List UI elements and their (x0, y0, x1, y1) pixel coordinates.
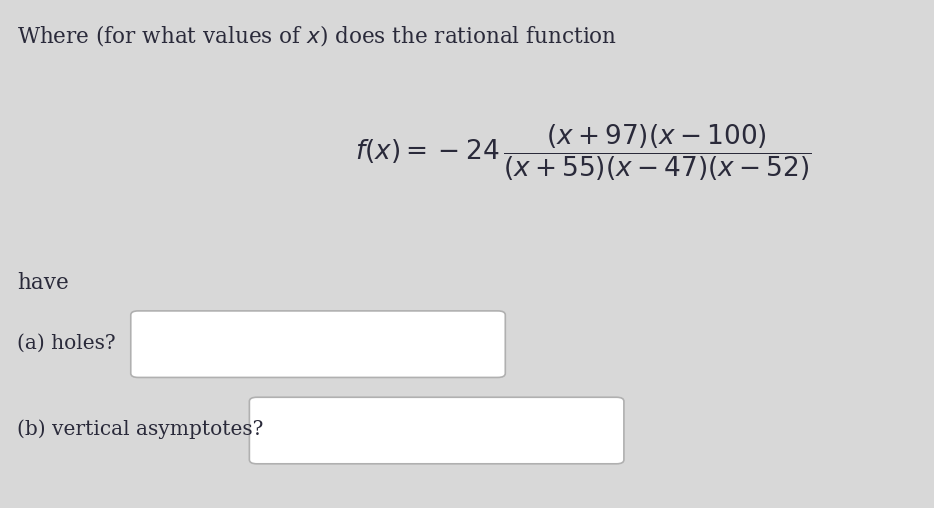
Text: Where (for what values of $x$) does the rational function: Where (for what values of $x$) does the … (17, 23, 616, 48)
FancyBboxPatch shape (131, 311, 505, 377)
Text: (b) vertical asymptotes?: (b) vertical asymptotes? (17, 420, 263, 439)
Text: have: have (17, 272, 68, 294)
FancyBboxPatch shape (249, 397, 624, 464)
Text: $f(x) = -24\,\dfrac{(x+97)(x-100)}{(x+55)(x-47)(x-52)}$: $f(x) = -24\,\dfrac{(x+97)(x-100)}{(x+55… (355, 122, 812, 182)
Text: (a) holes?: (a) holes? (17, 333, 116, 353)
